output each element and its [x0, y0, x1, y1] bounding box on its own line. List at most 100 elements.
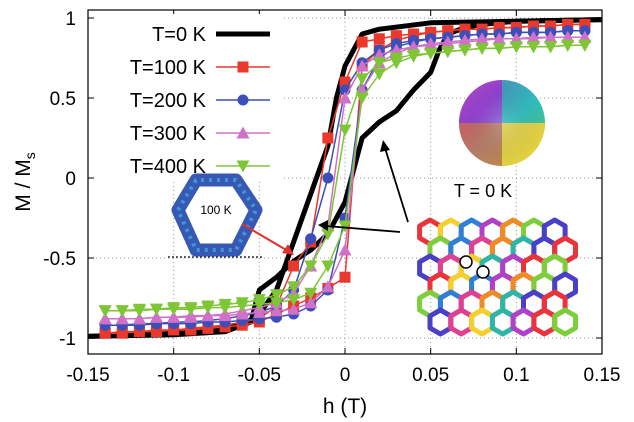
y-axis-label-sub: s	[22, 152, 38, 159]
data-point	[201, 300, 215, 313]
x-tick-label: -0.1	[157, 365, 190, 386]
data-point	[339, 271, 351, 283]
data-point	[355, 73, 369, 86]
data-point	[458, 44, 472, 57]
series-group	[88, 17, 602, 339]
data-point	[287, 281, 301, 294]
data-point	[562, 18, 574, 30]
data-point	[321, 228, 335, 241]
y-tick-label: 0	[65, 169, 76, 190]
legend-label: T=0 K	[152, 24, 207, 46]
data-point	[201, 309, 215, 322]
vortex-marker	[476, 265, 490, 279]
data-point	[545, 20, 557, 32]
data-point	[115, 312, 129, 325]
data-point	[98, 305, 112, 318]
data-point	[99, 327, 111, 339]
x-tick-label: 0.15	[584, 365, 621, 386]
data-point	[372, 57, 386, 70]
series-line-up	[88, 17, 602, 339]
x-tick-label: 0.05	[412, 365, 449, 386]
data-point	[252, 294, 266, 307]
data-point	[269, 289, 283, 302]
data-point	[339, 76, 351, 88]
legend-marker	[237, 94, 249, 106]
data-point	[322, 132, 334, 144]
data-point	[304, 296, 318, 309]
data-point	[407, 49, 421, 62]
data-point	[150, 310, 164, 323]
data-point	[441, 46, 455, 59]
y-axis-label-main: M / M	[12, 159, 35, 212]
data-point	[544, 41, 558, 54]
data-point	[372, 68, 386, 81]
data-point	[579, 18, 591, 30]
inset-label-bg	[194, 200, 238, 218]
vortex-marker	[459, 255, 473, 269]
data-point	[561, 39, 575, 52]
data-point	[168, 324, 180, 336]
inset-hexagon-100k: 100 K	[168, 173, 264, 258]
y-axis-label: M / Ms	[12, 152, 38, 212]
y-tick-labels: -1 -0.5 0 0.5 1	[43, 9, 602, 350]
data-point	[373, 33, 385, 45]
data-point	[408, 28, 420, 40]
honeycomb-lattice-inset	[417, 217, 578, 337]
data-point	[167, 310, 181, 323]
data-point	[509, 41, 523, 54]
data-point	[304, 260, 318, 273]
x-tick-label: -0.15	[66, 365, 109, 386]
data-point	[492, 32, 506, 45]
data-point	[321, 260, 335, 273]
inset-state-label: T = 0 K	[454, 181, 512, 201]
data-point	[390, 30, 402, 42]
data-point	[338, 91, 352, 104]
legend-label: T=400 K	[130, 156, 207, 178]
x-tick-label: 0	[340, 365, 351, 386]
data-point	[526, 41, 540, 54]
data-point	[132, 312, 146, 325]
data-point	[116, 326, 128, 338]
data-point	[338, 243, 352, 256]
legend-marker	[236, 126, 250, 139]
data-point	[544, 30, 558, 43]
legend-label: T=200 K	[130, 90, 207, 112]
data-point	[338, 124, 352, 137]
data-point	[235, 297, 249, 310]
svg-text:M / Ms: M / Ms	[12, 152, 38, 212]
series-1	[99, 18, 591, 339]
data-point	[425, 26, 437, 38]
data-point	[133, 326, 145, 338]
data-point	[527, 20, 539, 32]
data-point	[115, 305, 129, 318]
data-point	[578, 39, 592, 52]
data-point	[288, 260, 300, 272]
data-point	[356, 36, 368, 48]
y-tick-label: -0.5	[43, 249, 76, 270]
series-4	[98, 39, 592, 318]
y-tick-label: -1	[59, 329, 76, 350]
legend: T=0 K T=100 K T=200 K T=300 K T=400 K	[96, 14, 282, 180]
y-tick-label: 1	[65, 9, 76, 30]
data-point	[338, 220, 352, 233]
data-point	[98, 312, 112, 325]
legend-label: T=100 K	[130, 57, 207, 79]
data-point	[132, 303, 146, 316]
data-point	[218, 298, 232, 311]
data-point	[355, 59, 369, 72]
x-tick-label: -0.05	[238, 365, 281, 386]
data-point	[287, 302, 301, 315]
data-point	[184, 302, 198, 315]
black-arrows	[318, 140, 409, 233]
legend-marker	[237, 61, 249, 73]
data-point	[150, 303, 164, 316]
inset-temperature-label: 100 K	[200, 203, 231, 217]
data-point	[475, 42, 489, 55]
data-point	[424, 47, 438, 60]
honeycomb-cell	[469, 307, 495, 337]
data-point	[459, 23, 471, 35]
data-point	[389, 52, 403, 65]
honeycomb-cell	[552, 307, 578, 337]
legend-label: T=300 K	[130, 123, 207, 145]
data-point	[321, 280, 335, 293]
